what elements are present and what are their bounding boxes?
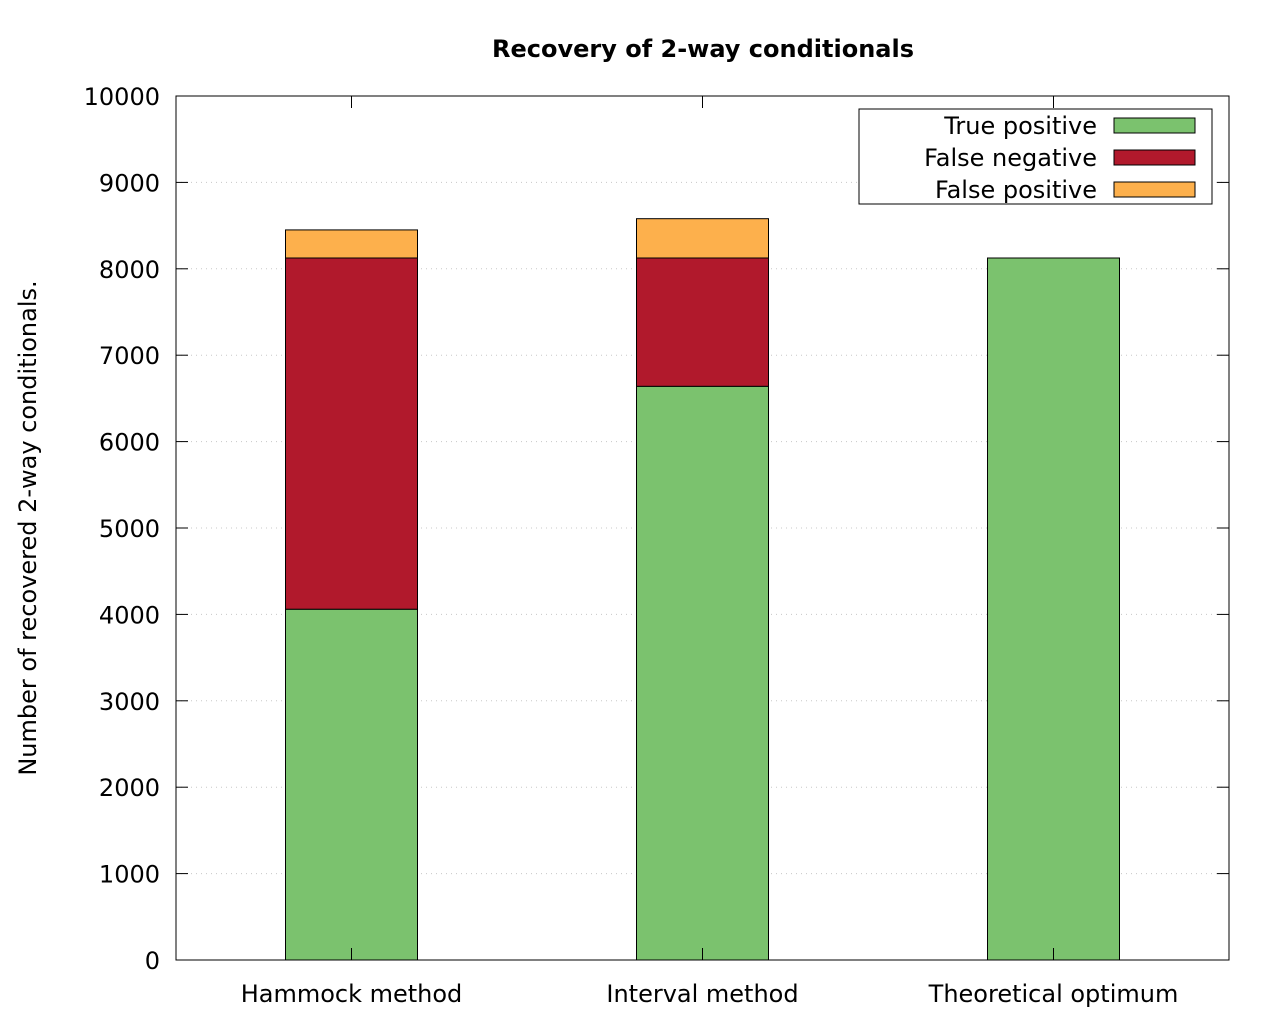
bar-segment xyxy=(285,608,418,961)
bar-segment xyxy=(636,385,769,961)
legend-label: False negative xyxy=(924,144,1097,172)
ticks-layer xyxy=(176,95,1229,961)
legend-entries: True positive False negative False positiv… xyxy=(924,112,1196,204)
y-tick-label: 3000 xyxy=(99,688,160,716)
y-tick-label: 2000 xyxy=(99,774,160,802)
legend-label: False positive xyxy=(935,176,1097,204)
bar-segment xyxy=(285,229,418,259)
y-tick-label: 4000 xyxy=(99,601,160,629)
y-tick-label: 8000 xyxy=(99,256,160,284)
y-tick-label: 6000 xyxy=(99,429,160,457)
legend-swatch xyxy=(1113,149,1196,166)
y-tick-label: 1000 xyxy=(99,861,160,889)
y-tick-label: 0 xyxy=(145,947,160,975)
y-tick-label: 7000 xyxy=(99,342,160,370)
x-tick-labels: Hammock method Interval method Theoretical… xyxy=(241,980,1179,1008)
y-tick-label: 10000 xyxy=(84,83,160,111)
legend-swatch xyxy=(1113,117,1196,134)
y-tick-label: 5000 xyxy=(99,515,160,543)
y-axis-label: Number of recovered 2-way conditionals. xyxy=(14,280,42,775)
bar-segment xyxy=(285,257,418,610)
y-tick-label: 9000 xyxy=(99,169,160,197)
legend-swatch xyxy=(1113,181,1196,198)
y-tick-labels: 0 1000 2000 3000 4000 5000 6000 7000 8000 9000 100… xyxy=(84,83,160,975)
bar-segment xyxy=(987,257,1120,961)
bars-layer xyxy=(285,218,1120,961)
legend: True positive False negative False positiv… xyxy=(858,108,1213,205)
chart-title: Recovery of 2-way conditionals xyxy=(492,35,914,63)
x-tick-label: Hammock method xyxy=(241,980,463,1008)
bar-segment xyxy=(636,257,769,387)
legend-label: True positive xyxy=(943,112,1097,140)
x-tick-label: Theoretical optimum xyxy=(928,980,1179,1008)
bar-segment xyxy=(636,218,769,259)
x-tick-label: Interval method xyxy=(606,980,798,1008)
